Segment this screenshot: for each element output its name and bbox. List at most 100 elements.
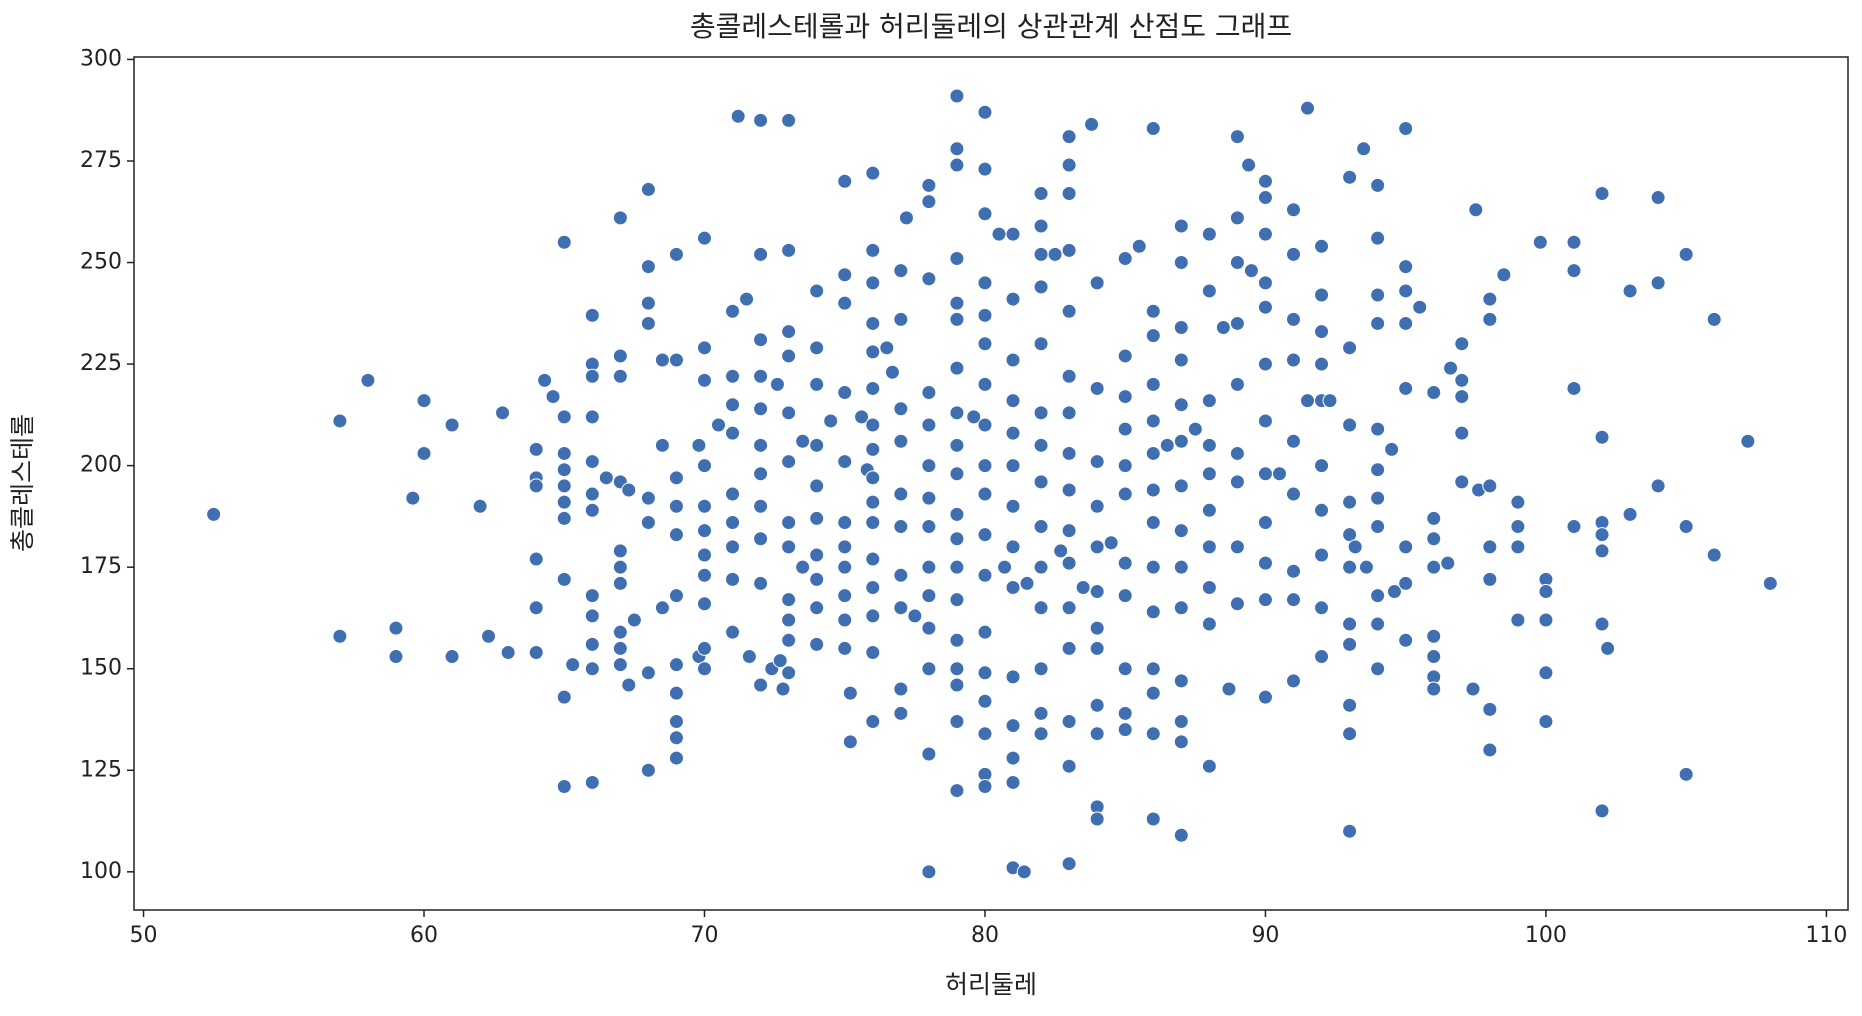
point <box>1454 425 1470 441</box>
point <box>769 376 785 392</box>
point <box>1594 429 1610 445</box>
point <box>1173 433 1189 449</box>
point <box>584 774 600 790</box>
point <box>949 311 965 327</box>
point <box>1061 758 1077 774</box>
point <box>781 592 797 608</box>
point <box>556 510 572 526</box>
point <box>1145 120 1161 136</box>
point <box>668 730 684 746</box>
point <box>1061 303 1077 319</box>
point <box>1285 563 1301 579</box>
point <box>1201 758 1217 774</box>
point <box>1510 612 1526 628</box>
point <box>1370 177 1386 193</box>
chart-title: 총콜레스테롤과 허리둘레의 상관관계 산점도 그래프 <box>690 10 1292 43</box>
point <box>1314 324 1330 340</box>
point <box>640 181 656 197</box>
point <box>781 324 797 340</box>
point <box>781 514 797 530</box>
point <box>1061 129 1077 145</box>
point <box>949 531 965 547</box>
point <box>1271 466 1287 482</box>
point <box>1300 393 1316 409</box>
point <box>837 640 853 656</box>
point <box>1314 600 1330 616</box>
point <box>977 665 993 681</box>
point <box>949 677 965 693</box>
point <box>795 559 811 575</box>
point <box>772 653 788 669</box>
point <box>626 612 642 628</box>
point <box>1600 640 1616 656</box>
point <box>1089 498 1105 514</box>
point <box>537 372 553 388</box>
point <box>809 600 825 616</box>
point <box>949 714 965 730</box>
point <box>1482 311 1498 327</box>
point <box>725 514 741 530</box>
point <box>1084 116 1100 132</box>
point <box>921 620 937 636</box>
point <box>405 490 421 506</box>
point <box>949 661 965 677</box>
point <box>1342 559 1358 575</box>
point <box>977 726 993 742</box>
point <box>1061 157 1077 173</box>
y-tick-label: 175 <box>80 554 122 579</box>
point <box>416 445 432 461</box>
point <box>1187 421 1203 437</box>
point <box>612 640 628 656</box>
point <box>1398 575 1414 591</box>
point <box>1061 856 1077 872</box>
point <box>1314 238 1330 254</box>
point <box>921 588 937 604</box>
point <box>1075 579 1091 595</box>
point <box>949 250 965 266</box>
point <box>893 401 909 417</box>
point <box>1173 559 1189 575</box>
point <box>1257 555 1273 571</box>
point <box>898 210 914 226</box>
point <box>668 685 684 701</box>
point <box>1370 287 1386 303</box>
point <box>696 640 712 656</box>
point <box>1061 405 1077 421</box>
point <box>893 263 909 279</box>
point <box>528 644 544 660</box>
x-tick-label: 70 <box>690 923 718 948</box>
point <box>977 417 993 433</box>
point <box>1285 352 1301 368</box>
point <box>1145 376 1161 392</box>
point <box>528 600 544 616</box>
point <box>1173 714 1189 730</box>
point <box>1117 421 1133 437</box>
point <box>1257 413 1273 429</box>
point <box>809 283 825 299</box>
point <box>1440 555 1456 571</box>
point <box>1089 811 1105 827</box>
point <box>725 486 741 502</box>
point <box>1538 612 1554 628</box>
point <box>332 413 348 429</box>
point <box>1622 283 1638 299</box>
point <box>1201 579 1217 595</box>
point <box>753 498 769 514</box>
point <box>1285 202 1301 218</box>
point <box>1566 380 1582 396</box>
point <box>865 441 881 457</box>
point <box>1033 705 1049 721</box>
point <box>1257 275 1273 291</box>
point <box>1016 864 1032 880</box>
point <box>893 519 909 535</box>
point <box>1019 575 1035 591</box>
point <box>388 649 404 665</box>
point <box>1678 246 1694 262</box>
point <box>949 559 965 575</box>
x-tick-label: 100 <box>1525 923 1567 948</box>
point <box>1454 474 1470 490</box>
point <box>1061 185 1077 201</box>
point <box>1386 584 1402 600</box>
point <box>584 608 600 624</box>
point <box>1131 238 1147 254</box>
